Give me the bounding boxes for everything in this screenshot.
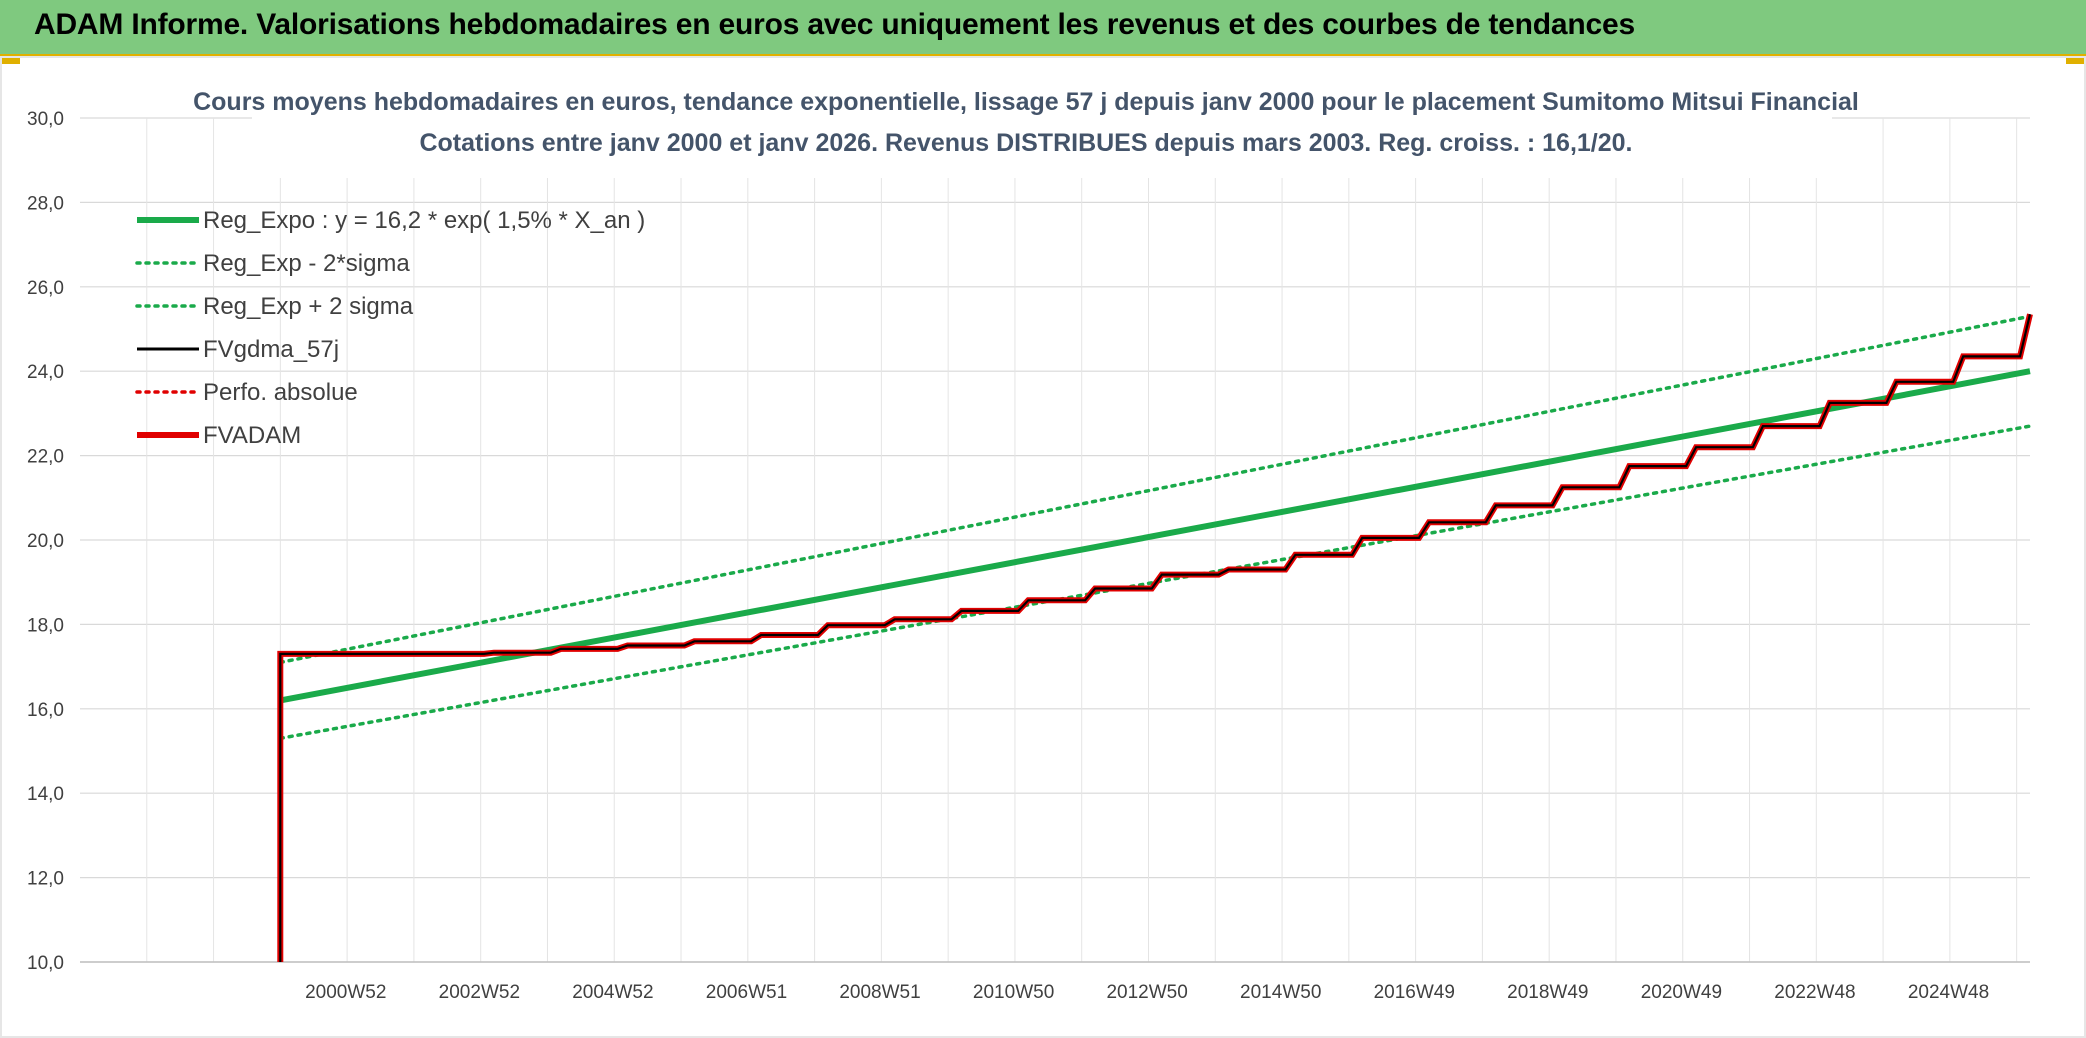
axes: 10,0 12,0 14,0 16,0 18,0 20,0 22,0 24,0 26,0 28,0… [27,109,2030,1003]
y-tick-label: 18,0 [27,615,64,636]
x-tick-label: 2014W50 [1240,982,1321,1003]
y-tick-label: 28,0 [27,193,64,214]
y-tick-label: 14,0 [27,784,64,805]
x-tick-label: 2018W49 [1507,982,1588,1003]
report-title: ADAM Informe. Valorisations hebdomadaire… [34,8,1635,41]
y-tick-label: 16,0 [27,700,64,721]
y-tick-label: 20,0 [27,531,64,552]
chart-subtitle: Cotations entre janv 2000 et janv 2026. … [419,129,1632,157]
x-tick-label: 2020W49 [1641,982,1722,1003]
y-tick-label: 24,0 [27,362,64,383]
report-banner: ADAM Informe. Valorisations hebdomadaire… [0,0,2086,56]
x-tick-label: 2004W52 [572,982,653,1003]
series-line-1 [278,424,2032,741]
grid [80,117,2030,963]
corner-mark-left [2,58,20,64]
x-tick-label: 2010W50 [973,982,1054,1003]
legend-entry: FVgdma_57j [203,336,339,363]
x-tick-label: 2012W50 [1106,982,1187,1003]
y-tick-label: 22,0 [27,447,64,468]
y-tick-label: 12,0 [27,869,64,890]
x-tick-label: 2000W52 [305,982,386,1003]
chart: 10,0 12,0 14,0 16,0 18,0 20,0 22,0 24,0 26,0 28,0… [27,78,2033,1003]
y-tick-label: 26,0 [27,278,64,299]
series-line-3 [277,313,2033,962]
legend-entry: FVADAM [203,422,301,449]
legend-entry: Reg_Exp + 2 sigma [203,293,414,320]
series-line-4 [279,313,2032,962]
y-tick-label: 30,0 [27,109,64,130]
chart-frame: 10,0 12,0 14,0 16,0 18,0 20,0 22,0 24,0 26,0 28,0… [0,56,2086,1038]
legend-entry: Reg_Exp - 2*sigma [203,250,410,277]
chart-title: Cours moyens hebdomadaires en euros, ten… [193,88,1859,116]
x-tick-label: 2006W51 [706,982,787,1003]
x-tick-label: 2016W49 [1374,982,1455,1003]
series-line-0 [279,368,2031,704]
legend-entry: Reg_Expo : y = 16,2 * exp( 1,5% * X_an ) [203,207,645,234]
chart-titles: Cours moyens hebdomadaires en euros, ten… [193,78,1859,178]
series [277,313,2033,962]
y-tick-label: 10,0 [27,953,64,974]
legend: Reg_Expo : y = 16,2 * exp( 1,5% * X_an )… [135,207,645,449]
x-tick-label: 2008W51 [839,982,920,1003]
corner-mark-right [2066,58,2084,64]
x-tick-label: 2024W48 [1908,982,1989,1003]
legend-entry: Perfo. absolue [203,379,358,406]
series-line-2 [278,314,2032,665]
title-background [252,78,1832,178]
x-tick-label: 2002W52 [439,982,520,1003]
x-tick-label: 2022W48 [1774,982,1855,1003]
